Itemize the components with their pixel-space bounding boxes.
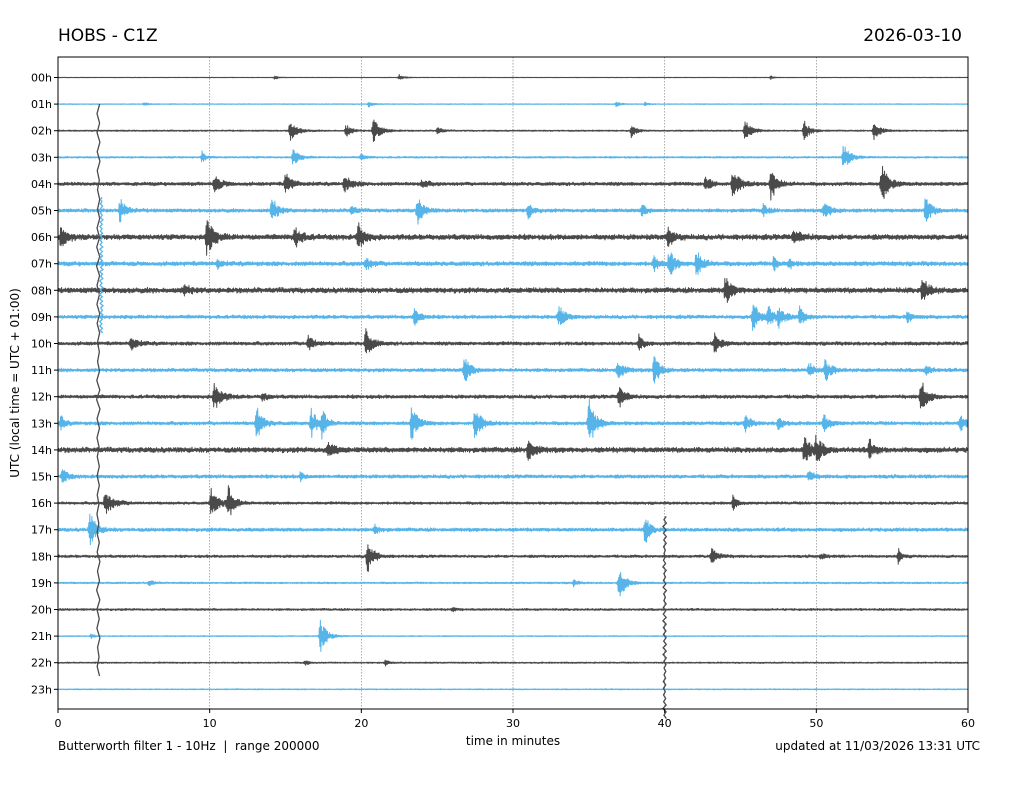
trace-04h [57,165,969,201]
y-tick-label-05h: 05h [31,205,52,218]
y-tick-label-02h: 02h [31,125,52,138]
tall-spike-0 [95,103,101,677]
x-tick-label-10: 10 [203,717,217,730]
trace-21h [57,619,969,653]
trace-07h [57,252,969,275]
y-tick-label-19h: 19h [31,577,52,590]
chart-title-station: HOBS - C1Z [58,26,158,46]
y-tick-label-16h: 16h [31,497,52,510]
y-tick-label-13h: 13h [31,417,52,430]
vertical-gridlines [209,57,817,709]
trace-02h [57,119,969,143]
plot-frame [57,56,969,710]
y-tick-label-14h: 14h [31,444,52,457]
x-tick-labels: 0 10 20 30 40 50 60 [55,709,975,730]
trace-22h [57,659,969,667]
trace-14h [57,434,969,462]
trace-12h [57,382,969,409]
y-tick-label-03h: 03h [31,151,52,164]
trace-00h [57,74,969,80]
trace-17h [57,513,969,546]
footer-updated-time: updated at 11/03/2026 13:31 UTC [775,739,980,753]
trace-16h [57,485,969,516]
trace-06h [57,220,969,256]
trace-19h [57,572,969,597]
tall-spike-1 [98,196,105,334]
tall-spike-2 [661,516,668,719]
y-tick-label-17h: 17h [31,524,52,537]
trace-11h [57,355,969,384]
trace-group [57,74,969,691]
trace-01h [57,101,969,108]
tall-spike-group [95,103,668,719]
y-tick-label-21h: 21h [31,630,52,643]
chart-title-date: 2026-03-10 [863,26,962,46]
trace-09h [57,304,969,331]
y-tick-label-06h: 06h [31,231,52,244]
trace-13h [57,398,969,440]
y-tick-label-09h: 09h [31,311,52,324]
x-tick-label-0: 0 [55,717,62,730]
y-tick-labels: 00h 01h 02h 03h 04h 05h 06h 07h 08h 09h 10h 11h 12h 1… [31,72,58,696]
y-tick-label-11h: 11h [31,364,52,377]
y-tick-label-20h: 20h [31,604,52,617]
y-tick-label-08h: 08h [31,284,52,297]
x-tick-label-60: 60 [961,717,975,730]
y-tick-label-04h: 04h [31,178,52,191]
trace-10h [57,328,969,354]
trace-15h [57,469,969,483]
x-tick-label-20: 20 [354,717,368,730]
trace-20h [57,607,969,613]
y-tick-label-22h: 22h [31,657,52,670]
y-tick-label-10h: 10h [31,338,52,351]
x-tick-label-40: 40 [658,717,672,730]
y-tick-label-23h: 23h [31,683,52,696]
y-tick-label-01h: 01h [31,98,52,111]
trace-18h [57,544,969,572]
trace-23h [57,688,969,691]
x-axis-label: time in minutes [466,734,560,748]
y-tick-label-12h: 12h [31,391,52,404]
footer-filter-info: Butterworth filter 1 - 10Hz | range 2000… [58,739,320,753]
trace-08h [57,277,969,303]
y-axis-label: UTC (local time = UTC + 01:00) [8,288,22,478]
x-tick-label-30: 30 [506,717,520,730]
y-tick-label-18h: 18h [31,550,52,563]
y-tick-label-15h: 15h [31,471,52,484]
trace-03h [57,145,969,166]
y-tick-label-00h: 00h [31,72,52,85]
trace-05h [57,198,969,225]
x-tick-label-50: 50 [809,717,823,730]
y-tick-label-07h: 07h [31,258,52,271]
